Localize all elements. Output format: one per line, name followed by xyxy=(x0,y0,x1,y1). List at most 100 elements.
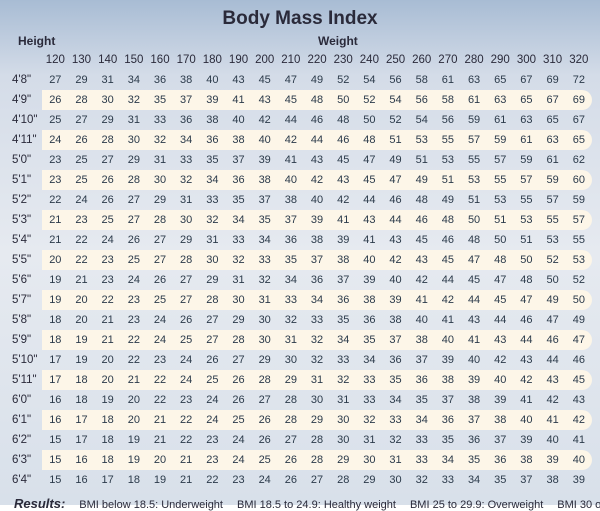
bmi-cell: 35 xyxy=(147,90,173,110)
bmi-cell: 19 xyxy=(147,470,173,490)
bmi-cell: 22 xyxy=(173,410,199,430)
bmi-cell: 48 xyxy=(356,130,382,150)
height-cell: 4'9" xyxy=(8,90,42,110)
bmi-cell: 29 xyxy=(95,110,121,130)
bmi-cell: 34 xyxy=(252,230,278,250)
bmi-cell: 20 xyxy=(121,410,147,430)
bmi-cell: 59 xyxy=(566,190,592,210)
bmi-cell: 40 xyxy=(435,330,461,350)
bmi-cell: 35 xyxy=(382,370,408,390)
table-row: 5'7"192022232527283031333436383941424445… xyxy=(8,290,592,310)
weight-col: 280 xyxy=(461,50,487,70)
weight-col: 320 xyxy=(566,50,592,70)
weight-col: 180 xyxy=(199,50,225,70)
bmi-cell: 22 xyxy=(121,350,147,370)
bmi-cell: 40 xyxy=(382,270,408,290)
bmi-cell: 31 xyxy=(225,270,251,290)
bmi-cell: 30 xyxy=(382,470,408,490)
bmi-cell: 21 xyxy=(147,430,173,450)
bmi-cell: 15 xyxy=(42,450,68,470)
bmi-cell: 51 xyxy=(487,210,513,230)
bmi-cell: 21 xyxy=(147,410,173,430)
bmi-cell: 29 xyxy=(356,470,382,490)
bmi-cell: 42 xyxy=(330,190,356,210)
bmi-cell: 25 xyxy=(173,330,199,350)
bmi-cell: 46 xyxy=(409,210,435,230)
bmi-cell: 62 xyxy=(566,150,592,170)
bmi-cell: 17 xyxy=(68,430,94,450)
weight-col: 130 xyxy=(68,50,94,70)
results-cat: BMI 25 to 29.9: Overweight xyxy=(410,499,543,511)
weight-col: 290 xyxy=(487,50,513,70)
bmi-cell: 27 xyxy=(95,150,121,170)
height-cell: 4'11" xyxy=(8,130,42,150)
height-cell: 6'4" xyxy=(8,470,42,490)
bmi-cell: 28 xyxy=(68,90,94,110)
bmi-cell: 15 xyxy=(42,430,68,450)
bmi-cell: 35 xyxy=(356,330,382,350)
bmi-cell: 37 xyxy=(252,190,278,210)
bmi-cell: 51 xyxy=(409,150,435,170)
bmi-cell: 34 xyxy=(356,350,382,370)
bmi-cell: 25 xyxy=(199,370,225,390)
table-row: 5'2"222426272931333537384042444648495153… xyxy=(8,190,592,210)
bmi-cell: 32 xyxy=(121,90,147,110)
bmi-cell: 19 xyxy=(121,430,147,450)
bmi-cell: 27 xyxy=(68,110,94,130)
bmi-cell: 27 xyxy=(199,330,225,350)
bmi-cell: 20 xyxy=(68,310,94,330)
bmi-cell: 59 xyxy=(513,150,539,170)
bmi-cell: 27 xyxy=(173,290,199,310)
bmi-cell: 36 xyxy=(435,410,461,430)
bmi-cell: 44 xyxy=(304,130,330,150)
bmi-cell: 63 xyxy=(513,110,539,130)
bmi-cell: 31 xyxy=(330,390,356,410)
weight-col: 270 xyxy=(435,50,461,70)
bmi-cell: 69 xyxy=(540,70,566,90)
bmi-cell: 38 xyxy=(435,370,461,390)
bmi-cell: 24 xyxy=(173,370,199,390)
bmi-cell: 29 xyxy=(147,190,173,210)
bmi-cell: 27 xyxy=(42,70,68,90)
bmi-cell: 33 xyxy=(147,110,173,130)
bmi-cell: 39 xyxy=(435,350,461,370)
bmi-cell: 41 xyxy=(513,390,539,410)
bmi-cell: 37 xyxy=(409,350,435,370)
page-title: Body Mass Index xyxy=(8,8,592,30)
bmi-cell: 32 xyxy=(252,270,278,290)
bmi-cell: 35 xyxy=(435,430,461,450)
table-row: 5'4"212224262729313334363839414345464850… xyxy=(8,230,592,250)
bmi-cell: 27 xyxy=(225,350,251,370)
bmi-cell: 47 xyxy=(566,330,592,350)
bmi-cell: 48 xyxy=(435,210,461,230)
bmi-cell: 27 xyxy=(121,210,147,230)
weight-col: 220 xyxy=(304,50,330,70)
bmi-cell: 34 xyxy=(435,450,461,470)
bmi-cell: 30 xyxy=(278,350,304,370)
weight-col: 190 xyxy=(225,50,251,70)
bmi-cell: 53 xyxy=(409,130,435,150)
bmi-cell: 26 xyxy=(95,190,121,210)
bmi-cell: 38 xyxy=(252,170,278,190)
bmi-cell: 19 xyxy=(68,350,94,370)
bmi-cell: 43 xyxy=(461,310,487,330)
bmi-cell: 23 xyxy=(225,470,251,490)
bmi-cell: 36 xyxy=(225,170,251,190)
bmi-cell: 24 xyxy=(225,450,251,470)
bmi-cell: 52 xyxy=(356,90,382,110)
bmi-cell: 50 xyxy=(356,110,382,130)
bmi-cell: 26 xyxy=(225,390,251,410)
bmi-cell: 34 xyxy=(409,410,435,430)
bmi-cell: 25 xyxy=(68,150,94,170)
bmi-cell: 33 xyxy=(173,150,199,170)
weight-col: 300 xyxy=(513,50,539,70)
bmi-cell: 38 xyxy=(330,250,356,270)
bmi-cell: 61 xyxy=(540,150,566,170)
bmi-cell: 44 xyxy=(435,270,461,290)
bmi-cell: 45 xyxy=(330,150,356,170)
bmi-cell: 28 xyxy=(225,330,251,350)
bmi-cell: 17 xyxy=(42,350,68,370)
bmi-cell: 21 xyxy=(42,230,68,250)
bmi-cell: 30 xyxy=(225,290,251,310)
bmi-cell: 46 xyxy=(566,350,592,370)
